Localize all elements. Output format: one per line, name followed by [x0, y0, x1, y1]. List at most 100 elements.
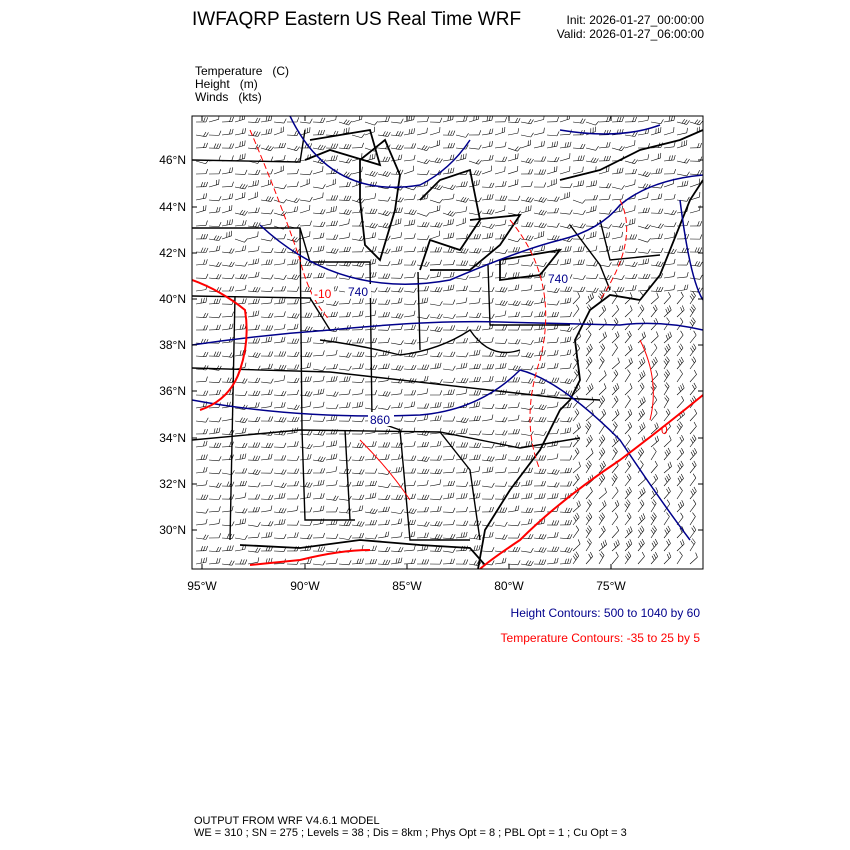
wind-barb: [247, 231, 259, 240]
wind-barb: [676, 317, 684, 331]
wind-barb: [676, 421, 683, 435]
wind-barb: [364, 193, 377, 201]
wind-barb: [676, 551, 683, 565]
wind-barb: [208, 116, 220, 123]
wind-barb: [650, 447, 657, 461]
wind-barb: [442, 232, 455, 240]
wind-barb: [312, 375, 325, 383]
wind-barb: [429, 338, 443, 344]
wind-barb: [403, 417, 417, 423]
wind-barb: [273, 126, 284, 136]
wind-barb: [520, 378, 534, 384]
wind-barb: [598, 370, 607, 383]
wind-barb: [208, 351, 222, 357]
wind-barb: [676, 473, 684, 487]
wind-barb: [507, 258, 520, 266]
wind-barb: [312, 479, 325, 487]
wind-barb: [637, 207, 650, 214]
wind-barb: [312, 184, 326, 189]
wind-barb: [338, 456, 352, 462]
field-name: Temperature: [195, 64, 263, 78]
wind-barb: [208, 313, 222, 319]
wind-barb: [377, 311, 390, 318]
wind-barb: [650, 304, 658, 318]
wind-barb: [533, 196, 547, 203]
wind-barb: [533, 455, 547, 461]
wind-barb: [637, 447, 644, 461]
wind-barb: [390, 388, 403, 396]
wind-barb: [689, 356, 697, 370]
wind-barb: [260, 363, 273, 370]
wind-barb: [676, 171, 690, 177]
lat-tick-label: 36°N: [159, 384, 186, 398]
wind-barb: [286, 274, 300, 280]
wind-barb: [429, 199, 443, 204]
wind-barb: [663, 395, 670, 409]
wind-barb: [416, 375, 429, 383]
wind-barb: [377, 299, 391, 305]
wind-barb: [559, 326, 573, 332]
wind-barb: [468, 430, 482, 436]
wind-barb: [299, 170, 313, 176]
wind-barb: [286, 389, 299, 396]
wind-barb: [390, 494, 404, 500]
wind-barb: [364, 352, 378, 358]
wind-barb: [624, 168, 637, 175]
wind-barb: [429, 546, 443, 552]
wind-barb: [351, 417, 365, 423]
wind-barb: [598, 487, 607, 500]
wind-barb: [208, 196, 222, 202]
wind-barb: [195, 273, 209, 279]
wind-barb: [559, 141, 572, 149]
wind-barb: [403, 128, 416, 136]
wind-barb: [377, 156, 391, 162]
wind-barb: [208, 482, 222, 488]
wind-barb: [273, 390, 287, 397]
wind-barb: [208, 417, 222, 423]
wind-barb: [624, 383, 633, 396]
wind-barb: [442, 284, 455, 292]
wind-barb: [572, 143, 586, 149]
wind-barb: [507, 237, 521, 243]
wind-barb: [585, 486, 593, 500]
wind-barb: [585, 538, 592, 552]
height-label: 740: [548, 272, 568, 286]
wind-barb: [325, 507, 339, 513]
wind-barb: [325, 391, 339, 397]
wind-barb: [351, 521, 365, 527]
wind-barb: [624, 330, 632, 344]
wind-barb: [663, 461, 672, 474]
wind-barb: [689, 119, 703, 126]
wind-barb: [663, 486, 671, 500]
wind-barb: [507, 546, 521, 553]
wind-barb: [247, 245, 260, 253]
wind-barb: [663, 538, 671, 552]
wind-barb: [299, 196, 313, 202]
wind-barb: [663, 447, 671, 461]
wind-barb: [546, 391, 560, 397]
wind-barb: [299, 482, 313, 488]
wind-barb: [234, 153, 246, 162]
wind-barb: [689, 486, 697, 500]
wind-barb: [312, 532, 325, 539]
wind-barb: [468, 287, 482, 293]
wind-barb: [481, 443, 495, 449]
wind-barb: [559, 153, 571, 162]
wind-barb: [442, 142, 455, 149]
wind-barb: [598, 512, 605, 526]
wind-barb: [234, 492, 247, 500]
wind-barb: [585, 121, 599, 126]
wind-barb: [416, 325, 430, 331]
wind-barb: [442, 130, 456, 136]
wind-barb: [208, 221, 222, 227]
wind-barb: [468, 234, 482, 240]
wind-barb: [624, 486, 632, 500]
wind-barb: [546, 131, 560, 137]
wind-barb: [689, 460, 697, 474]
wind-barb: [234, 116, 246, 123]
wind-barb: [507, 153, 519, 162]
wind-barb: [260, 128, 273, 136]
wind-barb: [611, 145, 625, 152]
wind-barb: [286, 338, 300, 344]
wind-barb: [481, 466, 494, 474]
